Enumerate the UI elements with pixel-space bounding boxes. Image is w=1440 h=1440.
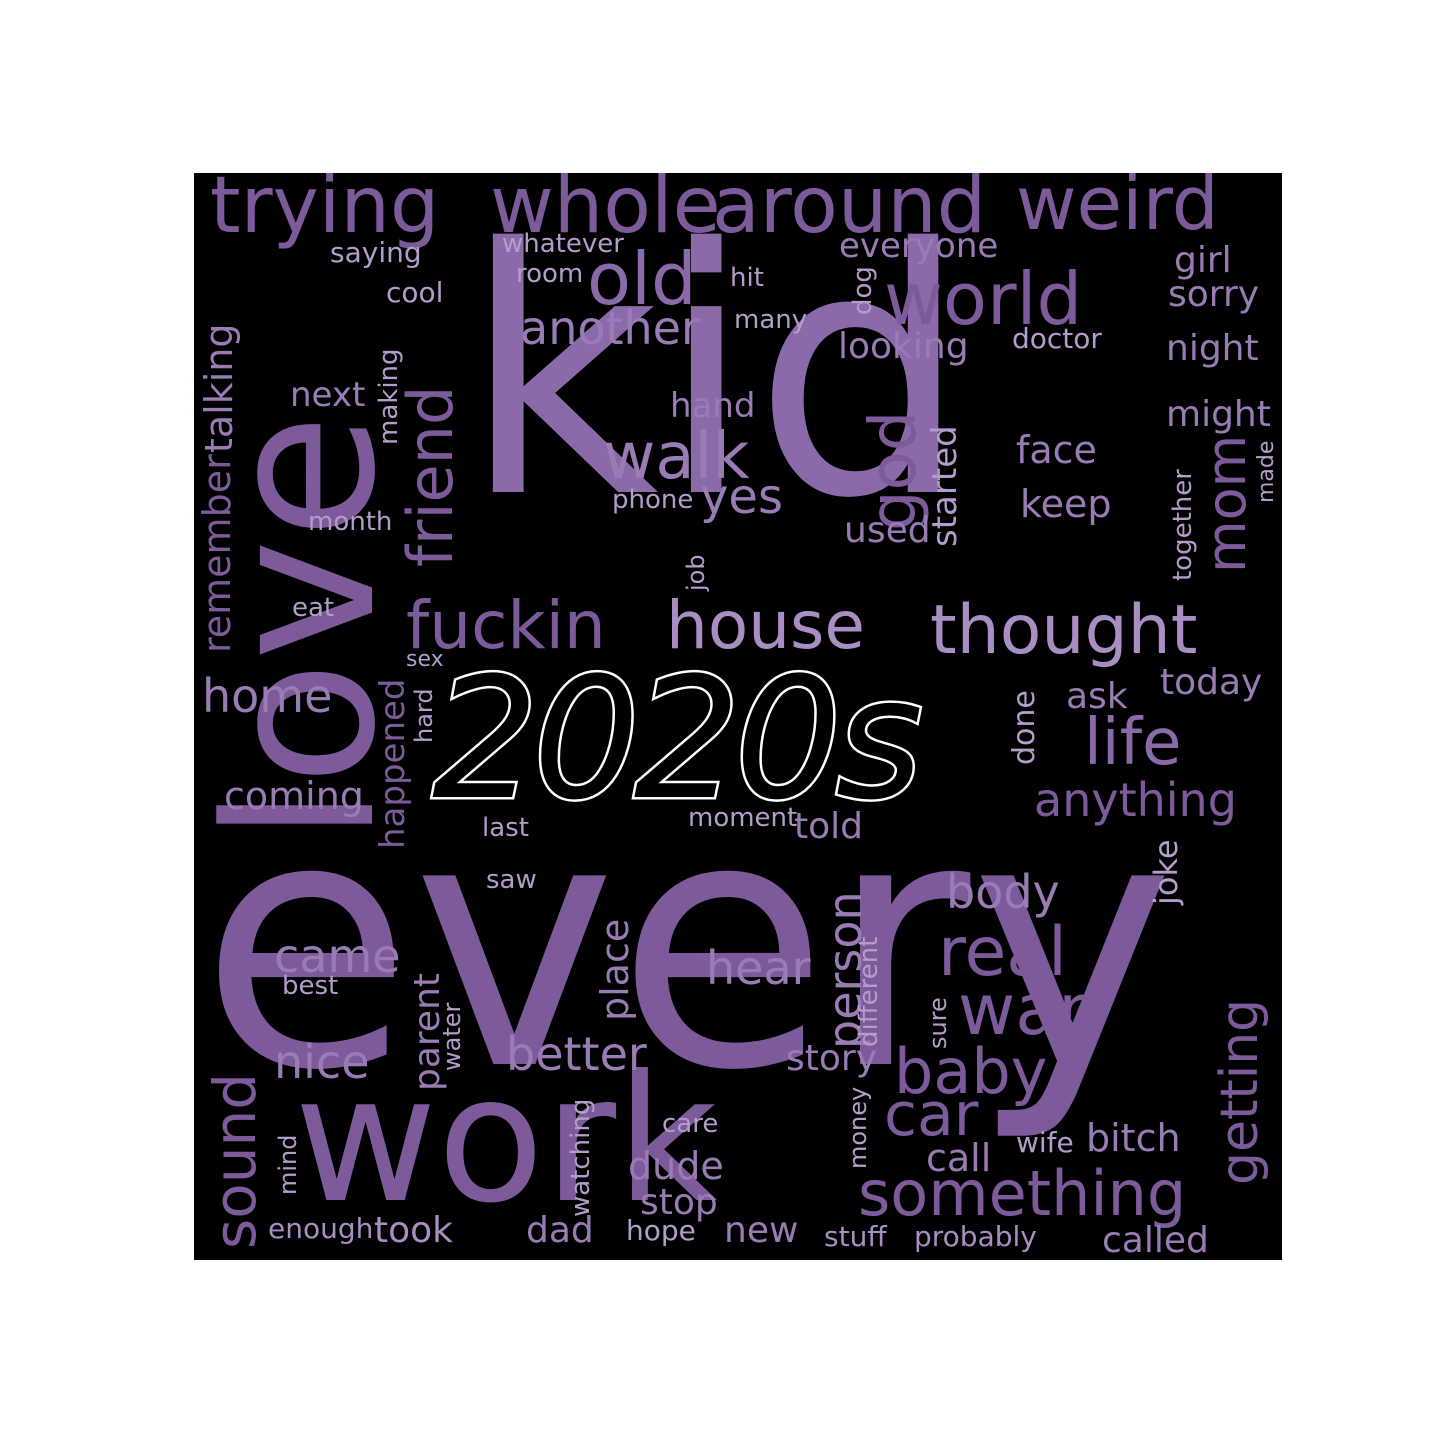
- word-another: another: [520, 301, 700, 355]
- word-dad: dad: [526, 1210, 594, 1251]
- word-walk: walk: [603, 420, 750, 494]
- word-wife: wife: [1016, 1126, 1074, 1159]
- word-happened: happened: [373, 678, 413, 849]
- word-weird: weird: [1016, 173, 1219, 247]
- word-last: last: [482, 813, 529, 843]
- word-saying: saying: [330, 236, 422, 269]
- word-together: together: [1168, 469, 1198, 581]
- word-talking: talking: [197, 323, 241, 453]
- word-mom: mom: [1195, 434, 1258, 573]
- word-body: body: [946, 865, 1060, 919]
- word-stuff: stuff: [824, 1220, 887, 1253]
- word-cloud: kid every love work trying whole around …: [194, 173, 1282, 1260]
- word-call: call: [926, 1136, 992, 1180]
- word-month: month: [308, 507, 393, 537]
- word-something: something: [858, 1157, 1187, 1230]
- word-face: face: [1016, 428, 1097, 472]
- word-saw: saw: [486, 865, 537, 895]
- word-stop: stop: [640, 1182, 718, 1223]
- word-getting: getting: [1210, 998, 1270, 1185]
- word-dude: dude: [628, 1144, 724, 1188]
- word-yes: yes: [700, 469, 783, 525]
- word-called: called: [1102, 1220, 1209, 1260]
- word-real: real: [938, 913, 1067, 992]
- word-hope: hope: [626, 1214, 696, 1247]
- word-started: started: [925, 425, 965, 547]
- word-car: car: [884, 1080, 979, 1150]
- word-everyone: everyone: [839, 226, 999, 266]
- word-looking: looking: [838, 326, 969, 367]
- word-today: today: [1160, 662, 1263, 703]
- word-kid: kid: [462, 177, 970, 573]
- word-watching: watching: [566, 1098, 596, 1217]
- word-probably: probably: [914, 1220, 1037, 1253]
- word-work: work: [294, 1039, 718, 1242]
- word-job: job: [682, 554, 710, 591]
- word-home: home: [202, 669, 333, 723]
- word-trying: trying: [210, 173, 440, 251]
- word-sound: sound: [201, 1072, 269, 1249]
- word-enough: enough: [268, 1212, 374, 1245]
- word-anything: anything: [1034, 773, 1237, 827]
- word-every: every: [200, 745, 1175, 1146]
- word-eat: eat: [292, 593, 335, 623]
- word-ask: ask: [1066, 676, 1128, 717]
- word-whatever: whatever: [502, 229, 624, 259]
- word-best: best: [282, 971, 339, 1001]
- word-mind: mind: [274, 1134, 302, 1196]
- word-used: used: [844, 510, 931, 551]
- word-moment: moment: [688, 803, 798, 833]
- word-keep: keep: [1020, 482, 1112, 526]
- word-better: better: [506, 1027, 647, 1081]
- word-made: made: [1254, 440, 1279, 503]
- word-joke: joke: [1147, 839, 1185, 905]
- word-thought: thought: [930, 591, 1198, 670]
- word-phone: phone: [612, 485, 694, 515]
- word-old: old: [587, 237, 697, 321]
- word-night: night: [1166, 328, 1259, 369]
- word-around: around: [712, 173, 987, 251]
- word-world: world: [884, 257, 1083, 341]
- word-might: might: [1166, 394, 1271, 435]
- word-remember: remember: [195, 454, 239, 653]
- word-baby: baby: [894, 1035, 1048, 1108]
- word-whole: whole: [490, 173, 721, 251]
- word-cool: cool: [386, 276, 444, 309]
- word-came: came: [274, 929, 401, 983]
- word-room: room: [516, 259, 584, 289]
- word-care: care: [662, 1109, 719, 1139]
- word-told: told: [794, 806, 863, 847]
- word-friend: friend: [394, 385, 467, 567]
- title-2020s: 2020s: [429, 641, 925, 837]
- word-new: new: [724, 1210, 799, 1251]
- word-next: next: [290, 375, 366, 415]
- word-fuckin: fuckin: [406, 587, 606, 664]
- word-different: different: [854, 936, 884, 1047]
- word-life: life: [1084, 706, 1182, 780]
- word-coming: coming: [224, 774, 364, 818]
- word-girl: girl: [1174, 240, 1232, 281]
- word-sex: sex: [406, 647, 444, 672]
- word-bitch: bitch: [1086, 1116, 1181, 1160]
- word-wan: wan: [958, 969, 1103, 1051]
- word-took: took: [374, 1210, 454, 1251]
- word-house: house: [666, 587, 866, 664]
- word-hit: hit: [730, 263, 764, 293]
- word-place: place: [593, 918, 637, 1021]
- word-sorry: sorry: [1168, 274, 1260, 315]
- word-doctor: doctor: [1012, 322, 1102, 355]
- word-story: story: [786, 1038, 878, 1079]
- word-hand: hand: [670, 386, 756, 426]
- word-dog: dog: [848, 266, 878, 315]
- word-nice: nice: [274, 1035, 370, 1089]
- word-many: many: [734, 305, 808, 335]
- word-water: water: [438, 1002, 466, 1071]
- word-done: done: [1007, 690, 1042, 765]
- word-hear: hear: [706, 941, 811, 995]
